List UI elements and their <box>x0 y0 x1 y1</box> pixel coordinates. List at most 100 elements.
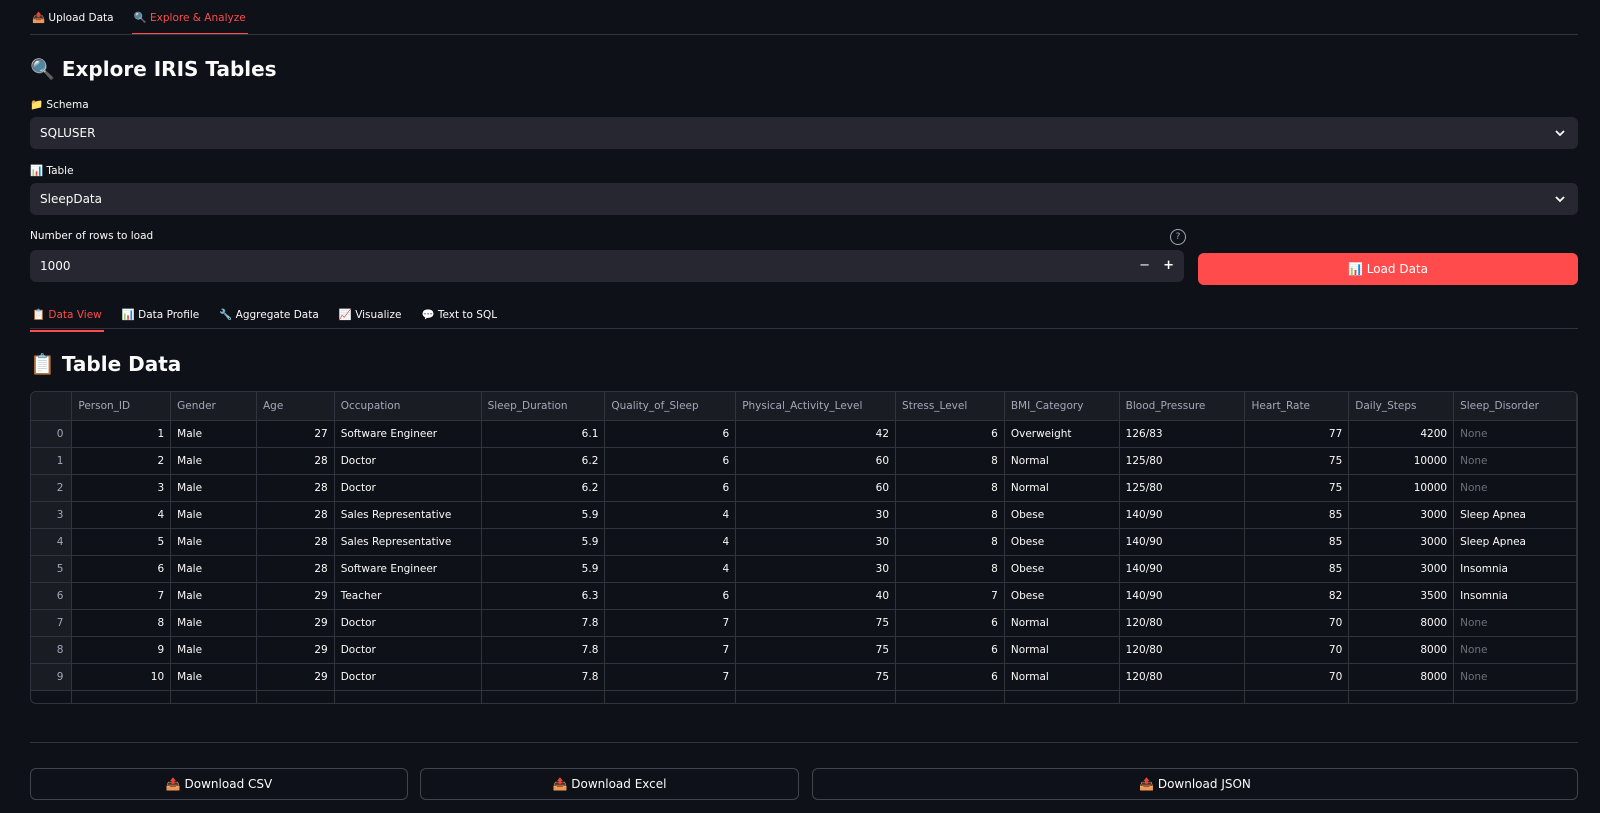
table-cell: 77 <box>1244 420 1350 448</box>
table-cell: 3000 <box>1348 555 1455 583</box>
table-cell: Male <box>170 663 257 691</box>
table-cell: 10000 <box>1348 447 1455 475</box>
divider <box>30 742 1578 743</box>
table-cell: 6.2 <box>481 474 606 502</box>
column-header[interactable]: Daily_Steps <box>1348 392 1455 421</box>
download-button[interactable]: 📤 Download JSON <box>812 768 1578 800</box>
column-header[interactable]: Physical_Activity_Level <box>735 392 897 421</box>
empty-cell <box>1244 690 1350 703</box>
table-cell: 30 <box>735 501 897 529</box>
table-cell: 82 <box>1244 582 1350 610</box>
table-cell: Normal <box>1004 636 1120 664</box>
empty-cell <box>735 690 897 703</box>
row-index: 0 <box>31 420 73 448</box>
row-index: 6 <box>31 582 73 610</box>
increment-button[interactable]: + <box>1163 258 1174 273</box>
table-select[interactable]: SleepData <box>30 183 1578 215</box>
table-cell: 6 <box>604 420 737 448</box>
sub-tab[interactable]: 💬 Text to SQL <box>421 309 498 321</box>
table-cell: 30 <box>735 528 897 556</box>
table-cell: 27 <box>256 420 335 448</box>
table-cell: 42 <box>735 420 897 448</box>
table-cell: Normal <box>1004 609 1120 637</box>
table-cell: 3 <box>71 474 172 502</box>
chevron-icon <box>1555 196 1565 203</box>
empty-cell <box>170 690 257 703</box>
table-cell: Male <box>170 636 257 664</box>
column-header[interactable]: Gender <box>170 392 257 421</box>
column-header[interactable]: Heart_Rate <box>1244 392 1350 421</box>
column-header[interactable]: Sleep_Disorder <box>1453 392 1577 421</box>
decrement-button[interactable]: − <box>1139 258 1150 273</box>
column-header[interactable]: Quality_of_Sleep <box>604 392 737 421</box>
download-button[interactable]: 📤 Download Excel <box>420 768 799 800</box>
row-index: 7 <box>31 609 73 637</box>
table-cell: 6 <box>895 609 1005 637</box>
table-cell: 6.2 <box>481 447 606 475</box>
schema-select[interactable]: SQLUSER <box>30 117 1578 149</box>
column-header[interactable]: Age <box>256 392 335 421</box>
empty-cell <box>1119 690 1246 703</box>
row-index: 2 <box>31 474 73 502</box>
top-tab[interactable]: 🔍 Explore & Analyze <box>131 5 248 35</box>
section-title: 📋 Table Data <box>30 352 182 376</box>
table-cell: Sales Representative <box>334 501 482 529</box>
download-button[interactable]: 📤 Download CSV <box>30 768 408 800</box>
table-cell: 6 <box>604 582 737 610</box>
table-cell: 125/80 <box>1119 447 1246 475</box>
table-cell: Male <box>170 609 257 637</box>
table-row: 6 7 Male 29 Teacher 6.3 6 40 7 Obese 140/90 82 3500 I… <box>31 582 1577 610</box>
column-header[interactable]: Stress_Level <box>895 392 1005 421</box>
column-header[interactable]: Blood_Pressure <box>1119 392 1246 421</box>
table-cell: 7.8 <box>481 663 606 691</box>
sub-tab[interactable]: 🔧 Aggregate Data <box>219 309 319 321</box>
empty-cell <box>71 690 172 703</box>
table-cell: 4 <box>604 555 737 583</box>
sub-tab[interactable]: 📈 Visualize <box>338 309 402 321</box>
column-header[interactable]: Person_ID <box>71 392 172 421</box>
table-cell: 8 <box>895 474 1005 502</box>
table-cell: 1 <box>71 420 172 448</box>
sub-tab[interactable]: 📋 Data View <box>30 302 104 332</box>
schema-label: 📁 Schema <box>30 99 89 111</box>
table-cell: 3000 <box>1348 528 1455 556</box>
table-cell: Insomnia <box>1453 582 1577 610</box>
table-row: 7 8 Male 29 Doctor 7.8 7 75 6 Normal 120/80 70 8000 N… <box>31 609 1577 637</box>
empty-cell <box>334 690 482 703</box>
index-header <box>31 392 73 421</box>
table-cell: Male <box>170 555 257 583</box>
column-header[interactable]: Occupation <box>334 392 482 421</box>
table-cell: 7 <box>71 582 172 610</box>
table-cell: 4 <box>604 501 737 529</box>
table-cell: 5.9 <box>481 555 606 583</box>
table-cell: 70 <box>1244 663 1350 691</box>
row-index: 9 <box>31 663 73 691</box>
data-table: Person_ID Gender Age Occupation Sleep_Durati… <box>31 392 1577 703</box>
table-cell: None <box>1453 663 1577 691</box>
table-cell: Doctor <box>334 636 482 664</box>
table-value: SleepData <box>40 192 102 206</box>
column-header[interactable]: Sleep_Duration <box>481 392 606 421</box>
table-cell: 70 <box>1244 609 1350 637</box>
load-data-button[interactable]: 📊 Load Data <box>1198 253 1578 285</box>
column-header[interactable]: BMI_Category <box>1004 392 1120 421</box>
table-cell: 28 <box>256 528 335 556</box>
table-cell: Obese <box>1004 582 1120 610</box>
table-cell: 29 <box>256 636 335 664</box>
table-cell: 6 <box>895 420 1005 448</box>
table-cell: 5.9 <box>481 528 606 556</box>
top-tab[interactable]: 📤 Upload Data <box>32 12 114 24</box>
rows-input[interactable]: 1000 − + <box>30 250 1184 282</box>
table-cell: Male <box>170 528 257 556</box>
table-cell: 28 <box>256 447 335 475</box>
sub-tab[interactable]: 📊 Data Profile <box>121 309 200 321</box>
table-cell: 29 <box>256 609 335 637</box>
table-cell: Obese <box>1004 528 1120 556</box>
table-cell: 8000 <box>1348 663 1455 691</box>
table-cell: 120/80 <box>1119 609 1246 637</box>
table-cell: 8 <box>71 609 172 637</box>
help-icon[interactable]: ? <box>1170 229 1186 245</box>
table-cell: 120/80 <box>1119 636 1246 664</box>
table-cell: Male <box>170 420 257 448</box>
